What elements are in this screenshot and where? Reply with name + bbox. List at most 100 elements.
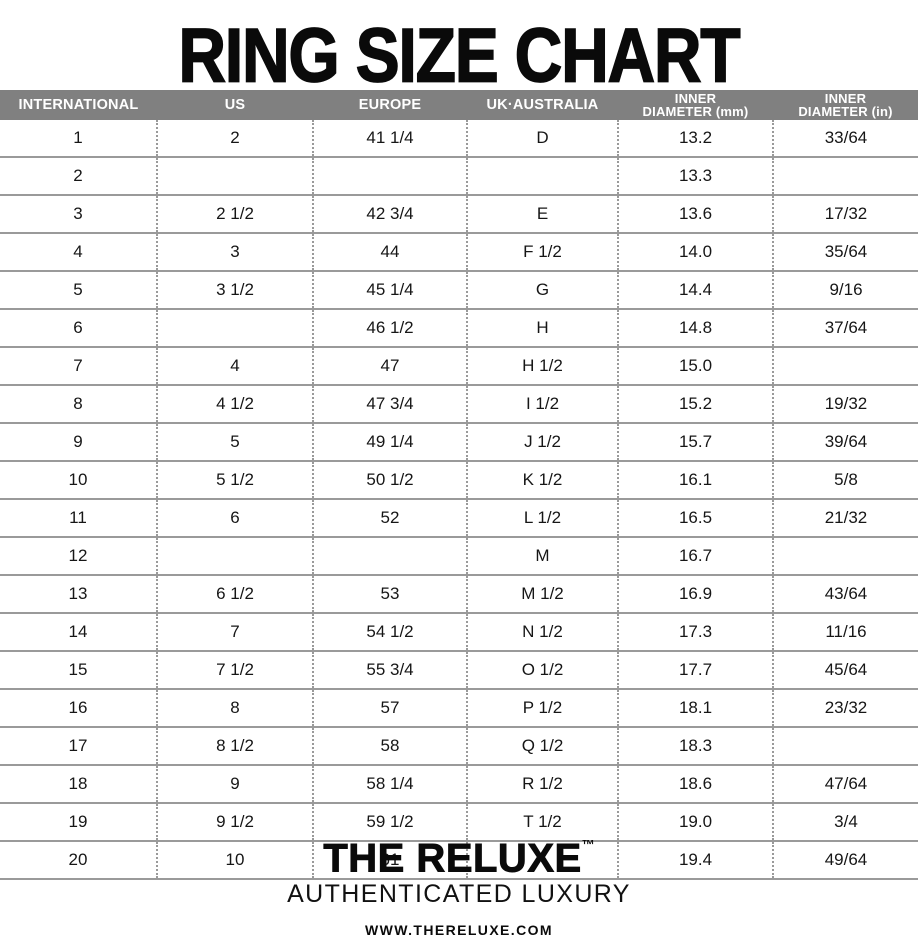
cell-international: 10: [0, 460, 158, 499]
cell-inner_diameter_in: 5/8: [773, 460, 918, 499]
cell-inner_diameter_mm: 15.7: [618, 422, 774, 461]
cell-inner_diameter_mm: 18.6: [618, 764, 774, 803]
cell-inner_diameter_in: 11/16: [773, 612, 918, 651]
cell-uk_australia: E: [467, 194, 619, 233]
cell-uk_australia: J 1/2: [467, 422, 619, 461]
cell-us: 6 1/2: [157, 574, 314, 613]
cell-uk_australia: P 1/2: [467, 688, 619, 727]
trademark-symbol: ™: [581, 837, 595, 852]
table-row: 10 5 1/2 50 1/2 K 1/2 16.1 5/8: [0, 460, 918, 499]
cell-us: 5: [157, 422, 314, 461]
cell-inner_diameter_in: 45/64: [773, 650, 918, 689]
cell-us: 7: [157, 612, 314, 651]
cell-europe: 53: [313, 574, 468, 613]
cell-us: [157, 308, 314, 347]
table-row: 18 9 58 1/4 R 1/2 18.6 47/64: [0, 764, 918, 803]
column-header-uk-australia-line1: UK·AUSTRALIA: [486, 97, 599, 113]
cell-europe: 41 1/4: [313, 120, 468, 157]
cell-us: 2 1/2: [157, 194, 314, 233]
cell-inner_diameter_in: 39/64: [773, 422, 918, 461]
cell-uk_australia: [467, 840, 619, 880]
cell-international: 20: [0, 840, 158, 880]
column-header-international-line1: INTERNATIONAL: [18, 97, 139, 113]
page-title: RING SIZE CHART: [178, 14, 742, 99]
cell-inner_diameter_mm: 13.2: [618, 120, 774, 157]
cell-international: 7: [0, 346, 158, 385]
table-row: 12 M 16.7: [0, 536, 918, 575]
cell-us: 5 1/2: [157, 460, 314, 499]
column-header-uk-australia: UK·AUSTRALIA: [467, 90, 618, 120]
cell-inner_diameter_mm: 13.6: [618, 194, 774, 233]
cell-inner_diameter_mm: 19.4: [618, 840, 774, 880]
cell-inner_diameter_mm: 14.0: [618, 232, 774, 271]
table-row: 17 8 1/2 58 Q 1/2 18.3: [0, 726, 918, 765]
column-header-inner-diameter-in-line2: DIAMETER (in): [798, 104, 893, 119]
cell-international: 17: [0, 726, 158, 765]
table-row: 2 13.3: [0, 156, 918, 195]
ring-size-chart-page: RING SIZE CHART INTERNATIONAL US EUROPE: [0, 14, 918, 938]
cell-inner_diameter_in: 3/4: [773, 802, 918, 841]
table-row: 11 6 52 L 1/2 16.5 21/32: [0, 498, 918, 537]
cell-europe: 59 1/2: [313, 802, 468, 841]
cell-europe: 58 1/4: [313, 764, 468, 803]
table-row: 20 10 61 19.4 49/64: [0, 840, 918, 880]
cell-uk_australia: R 1/2: [467, 764, 619, 803]
cell-europe: 47 3/4: [313, 384, 468, 423]
cell-us: 9: [157, 764, 314, 803]
size-chart-table-wrapper: INTERNATIONAL US EUROPE UK·AUSTRALIA INN…: [0, 90, 918, 880]
brand-website: WWW.THERELUXE.COM: [365, 922, 553, 939]
cell-inner_diameter_in: [773, 726, 918, 765]
table-row: 9 5 49 1/4 J 1/2 15.7 39/64: [0, 422, 918, 461]
cell-international: 12: [0, 536, 158, 575]
cell-inner_diameter_in: 33/64: [773, 120, 918, 157]
table-row: 1 2 41 1/4 D 13.2 33/64: [0, 120, 918, 157]
column-header-inner-diameter-in-line1: INNER: [824, 90, 867, 106]
cell-inner_diameter_mm: 16.7: [618, 536, 774, 575]
column-header-international: INTERNATIONAL: [0, 90, 157, 120]
cell-europe: 49 1/4: [313, 422, 468, 461]
cell-inner_diameter_mm: 16.5: [618, 498, 774, 537]
cell-us: 8 1/2: [157, 726, 314, 765]
cell-inner_diameter_mm: 15.2: [618, 384, 774, 423]
cell-europe: 46 1/2: [313, 308, 468, 347]
cell-uk_australia: H: [467, 308, 619, 347]
cell-inner_diameter_in: 19/32: [773, 384, 918, 423]
cell-inner_diameter_in: [773, 156, 918, 195]
brand-tagline: AUTHENTICATED LUXURY: [287, 880, 631, 909]
cell-international: 19: [0, 802, 158, 841]
cell-europe: 45 1/4: [313, 270, 468, 309]
cell-uk_australia: T 1/2: [467, 802, 619, 841]
cell-international: 16: [0, 688, 158, 727]
cell-inner_diameter_mm: 16.9: [618, 574, 774, 613]
cell-us: 3: [157, 232, 314, 271]
cell-uk_australia: D: [467, 120, 619, 157]
cell-inner_diameter_mm: 19.0: [618, 802, 774, 841]
cell-inner_diameter_mm: 18.3: [618, 726, 774, 765]
table-row: 4 3 44 F 1/2 14.0 35/64: [0, 232, 918, 271]
cell-inner_diameter_in: [773, 346, 918, 385]
cell-us: 9 1/2: [157, 802, 314, 841]
cell-europe: [313, 536, 468, 575]
cell-us: 10: [157, 840, 314, 880]
cell-uk_australia: I 1/2: [467, 384, 619, 423]
cell-europe: 50 1/2: [313, 460, 468, 499]
column-header-inner-diameter-in: INNER DIAMETER (in): [773, 90, 918, 120]
cell-inner_diameter_in: 17/32: [773, 194, 918, 233]
cell-europe: 52: [313, 498, 468, 537]
cell-inner_diameter_mm: 16.1: [618, 460, 774, 499]
table-row: 7 4 47 H 1/2 15.0: [0, 346, 918, 385]
cell-international: 15: [0, 650, 158, 689]
table-row: 15 7 1/2 55 3/4 O 1/2 17.7 45/64: [0, 650, 918, 689]
cell-inner_diameter_in: 37/64: [773, 308, 918, 347]
column-header-inner-diameter-mm-line2: DIAMETER (mm): [642, 104, 749, 119]
cell-us: 6: [157, 498, 314, 537]
table-body: 1 2 41 1/4 D 13.2 33/64 2 13.3 3 2 1/2 42 3/4 E 13.6…: [0, 120, 918, 880]
column-header-europe: EUROPE: [313, 90, 467, 120]
table-header: INTERNATIONAL US EUROPE UK·AUSTRALIA INN…: [0, 90, 918, 120]
cell-international: 9: [0, 422, 158, 461]
column-header-us-line1: US: [224, 97, 246, 113]
cell-international: 5: [0, 270, 158, 309]
cell-international: 1: [0, 120, 158, 157]
